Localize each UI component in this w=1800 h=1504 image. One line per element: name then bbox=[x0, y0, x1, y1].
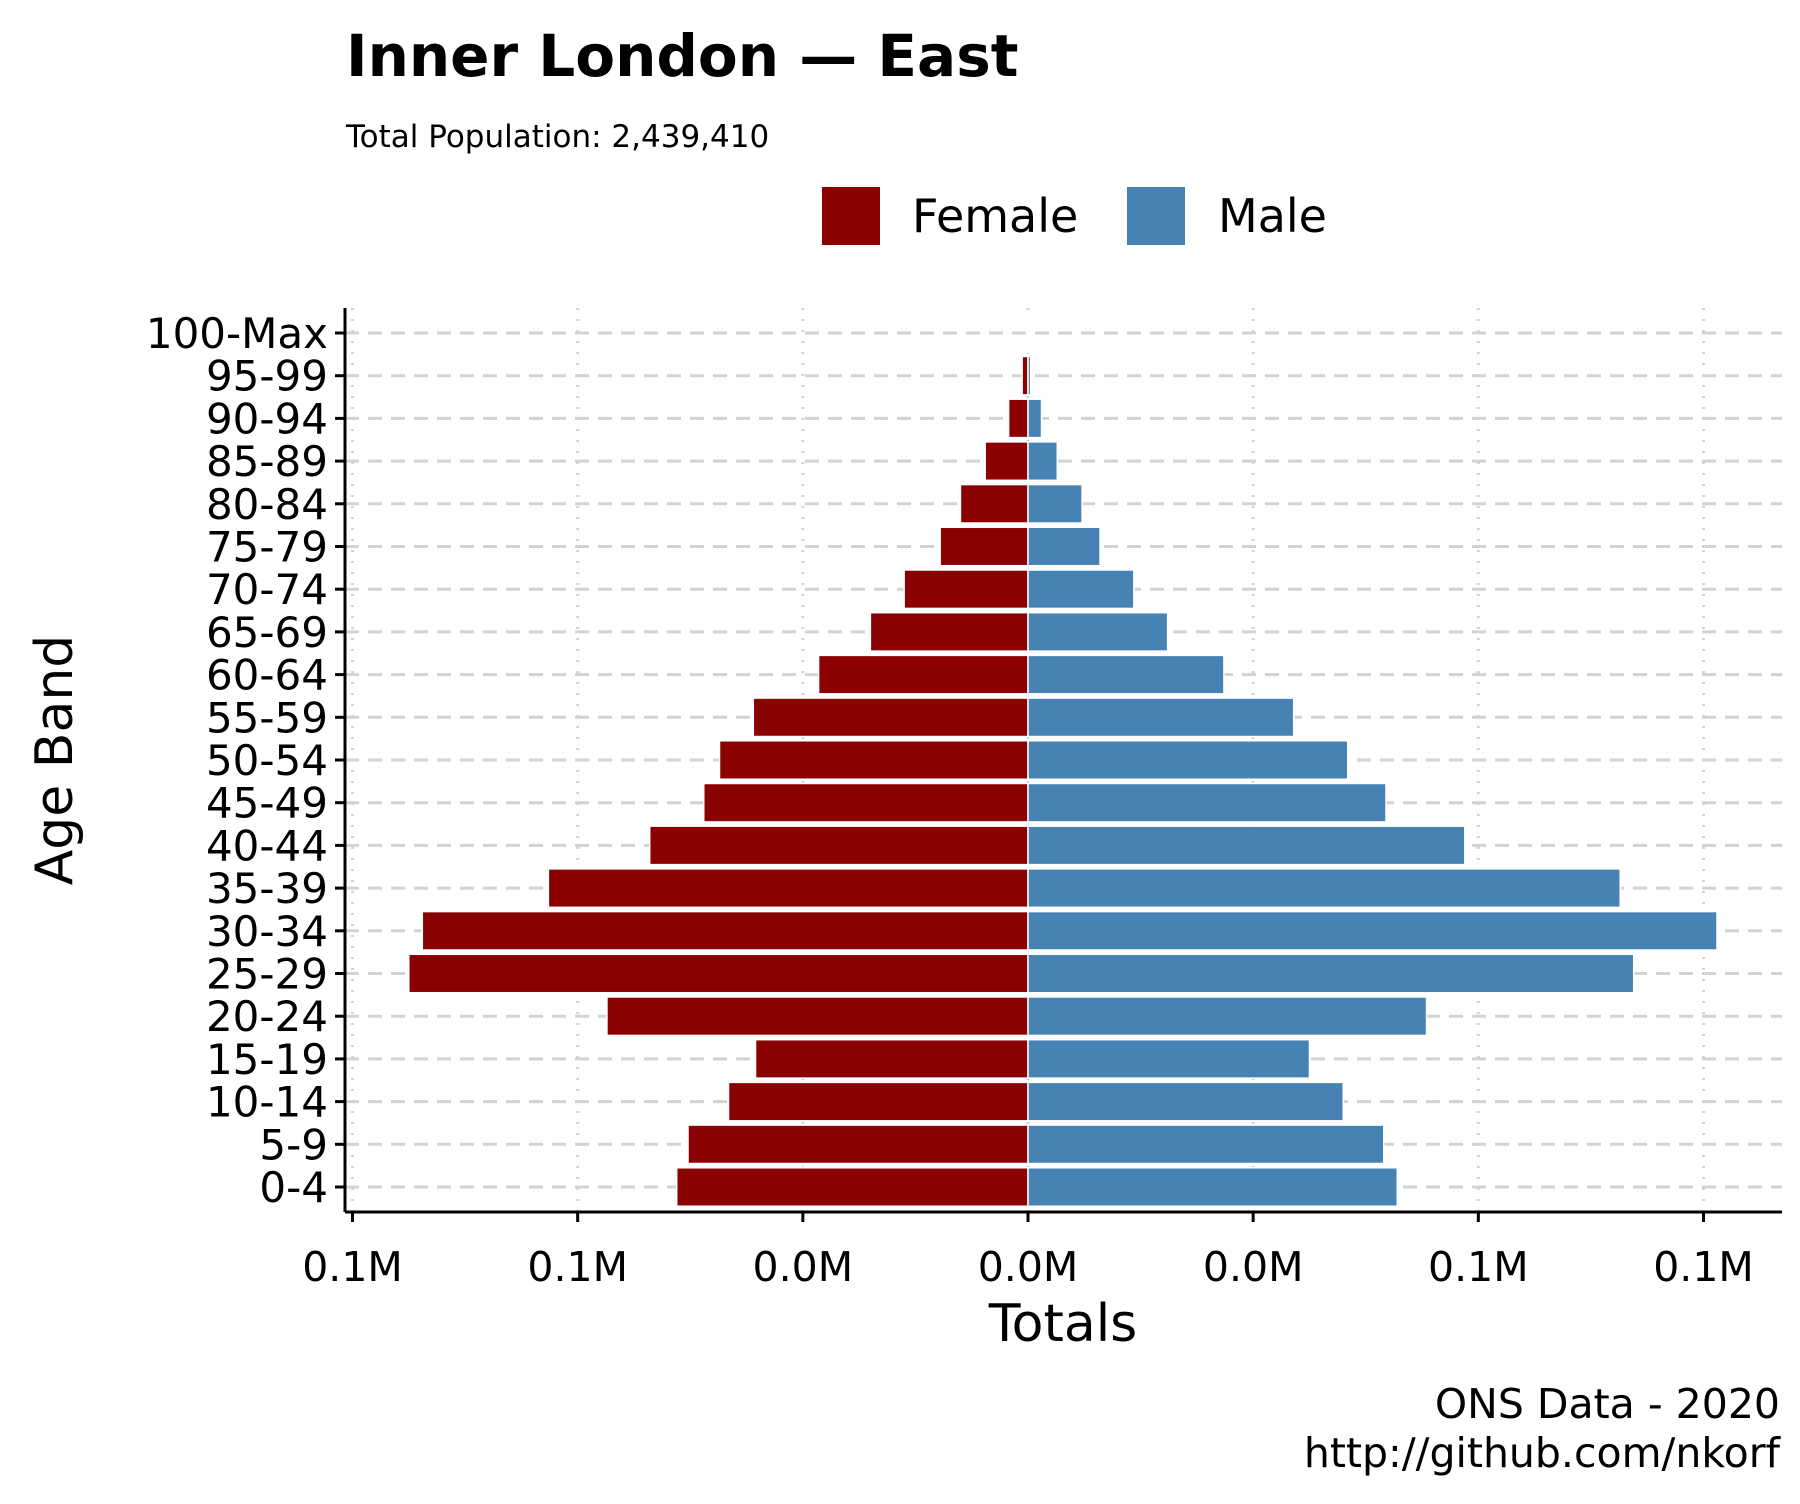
x-tick-label: 0.1M bbox=[302, 1243, 403, 1291]
x-tick-labels: 0.1M 0.1M 0.0M 0.0M 0.0M 0.1M 0.1M bbox=[302, 1243, 1754, 1291]
bar-male-55-59 bbox=[1027, 697, 1295, 738]
legend-key-female bbox=[822, 187, 880, 245]
bar-male-95-99 bbox=[1027, 355, 1032, 396]
bar-male-40-44 bbox=[1027, 825, 1466, 866]
bar-male-15-19 bbox=[1027, 1038, 1311, 1079]
bar-male-90-94 bbox=[1027, 398, 1043, 439]
bar-female-90-94 bbox=[1007, 398, 1029, 439]
bar-male-25-29 bbox=[1027, 953, 1635, 994]
y-tick-label: 85-89 bbox=[206, 437, 328, 486]
y-tick-label: 25-29 bbox=[206, 950, 328, 999]
bar-male-80-84 bbox=[1027, 483, 1083, 524]
bar-female-80-84 bbox=[959, 483, 1029, 524]
bar-female-50-54 bbox=[718, 740, 1029, 780]
y-tick-label: 35-39 bbox=[206, 864, 328, 913]
y-axis-label: Age Band bbox=[25, 635, 85, 886]
y-tick-label: 60-64 bbox=[206, 651, 328, 700]
bar-male-5-9 bbox=[1027, 1124, 1385, 1165]
bar-female-70-74 bbox=[903, 569, 1029, 610]
y-tick-label: 95-99 bbox=[206, 352, 328, 401]
bars bbox=[408, 313, 1718, 1207]
legend-label-male: Male bbox=[1218, 189, 1327, 243]
x-tick-label: 0.1M bbox=[527, 1243, 628, 1291]
bar-female-55-59 bbox=[752, 697, 1029, 738]
y-tick-label: 5-9 bbox=[259, 1120, 328, 1169]
y-tick-label: 30-34 bbox=[206, 907, 328, 956]
y-tick-label: 15-19 bbox=[206, 1035, 328, 1084]
chart-subtitle: Total Population: 2,439,410 bbox=[345, 119, 769, 155]
bar-female-95-99 bbox=[1021, 355, 1029, 396]
bar-male-10-14 bbox=[1027, 1081, 1344, 1122]
bar-female-65-69 bbox=[869, 611, 1029, 652]
y-tick-label: 40-44 bbox=[206, 821, 328, 870]
bar-female-40-44 bbox=[648, 825, 1029, 866]
bar-female-25-29 bbox=[408, 953, 1029, 994]
bar-male-70-74 bbox=[1027, 569, 1135, 610]
bar-male-60-64 bbox=[1027, 654, 1225, 695]
legend-key-male bbox=[1127, 187, 1185, 245]
y-tick-label: 45-49 bbox=[206, 779, 328, 828]
bar-male-65-69 bbox=[1027, 611, 1169, 652]
bar-female-75-79 bbox=[939, 526, 1029, 567]
legend-label-female: Female bbox=[912, 189, 1078, 243]
bar-female-35-39 bbox=[547, 868, 1029, 909]
y-tick-label: 50-54 bbox=[206, 736, 328, 785]
bar-female-45-49 bbox=[703, 782, 1029, 823]
legend: Female Male bbox=[822, 187, 1327, 245]
bar-male-20-24 bbox=[1027, 996, 1428, 1037]
y-tick-label: 10-14 bbox=[206, 1078, 328, 1127]
bar-male-50-54 bbox=[1027, 740, 1349, 780]
bar-female-0-4 bbox=[675, 1167, 1029, 1207]
y-tick-label: 80-84 bbox=[206, 480, 328, 529]
legend-item-female: Female bbox=[822, 187, 1078, 245]
y-tick-label: 75-79 bbox=[206, 523, 328, 572]
x-axis-label: Totals bbox=[988, 1294, 1138, 1354]
caption-url: http://github.com/nkorf bbox=[1304, 1429, 1782, 1477]
caption-source: ONS Data - 2020 bbox=[1435, 1380, 1780, 1428]
bar-female-5-9 bbox=[687, 1124, 1029, 1165]
y-tick-label: 100-Max bbox=[146, 309, 328, 358]
y-tick-label: 70-74 bbox=[206, 565, 328, 614]
y-tick-label: 55-59 bbox=[206, 693, 328, 742]
chart-title: Inner London — East bbox=[346, 22, 1018, 90]
x-tick-label: 0.0M bbox=[978, 1243, 1079, 1291]
y-tick-label: 20-24 bbox=[206, 992, 328, 1041]
bar-male-75-79 bbox=[1027, 526, 1101, 567]
y-tick-label: 0-4 bbox=[259, 1163, 328, 1212]
x-tick-label: 0.0M bbox=[1203, 1243, 1304, 1291]
x-tick-label: 0.1M bbox=[1653, 1243, 1754, 1291]
y-tick-labels: 0-45-910-1415-1920-2425-2930-3435-3940-4… bbox=[146, 309, 328, 1212]
bar-female-20-24 bbox=[606, 996, 1029, 1037]
bar-male-100-Max bbox=[1027, 313, 1030, 353]
x-tick-label: 0.0M bbox=[753, 1243, 854, 1291]
bar-female-10-14 bbox=[727, 1081, 1029, 1122]
bar-female-30-34 bbox=[421, 910, 1029, 951]
bar-male-35-39 bbox=[1027, 868, 1621, 909]
y-tick-label: 65-69 bbox=[206, 608, 328, 657]
bar-female-85-89 bbox=[984, 441, 1029, 482]
bar-female-15-19 bbox=[754, 1038, 1029, 1079]
bar-female-60-64 bbox=[817, 654, 1029, 695]
legend-item-male: Male bbox=[1127, 187, 1327, 245]
bar-male-30-34 bbox=[1027, 910, 1718, 951]
bar-male-85-89 bbox=[1027, 441, 1059, 482]
bar-male-45-49 bbox=[1027, 782, 1387, 823]
axes bbox=[335, 308, 1782, 1222]
y-tick-label: 90-94 bbox=[206, 394, 328, 443]
x-tick-label: 0.1M bbox=[1428, 1243, 1529, 1291]
bar-male-0-4 bbox=[1027, 1167, 1399, 1207]
